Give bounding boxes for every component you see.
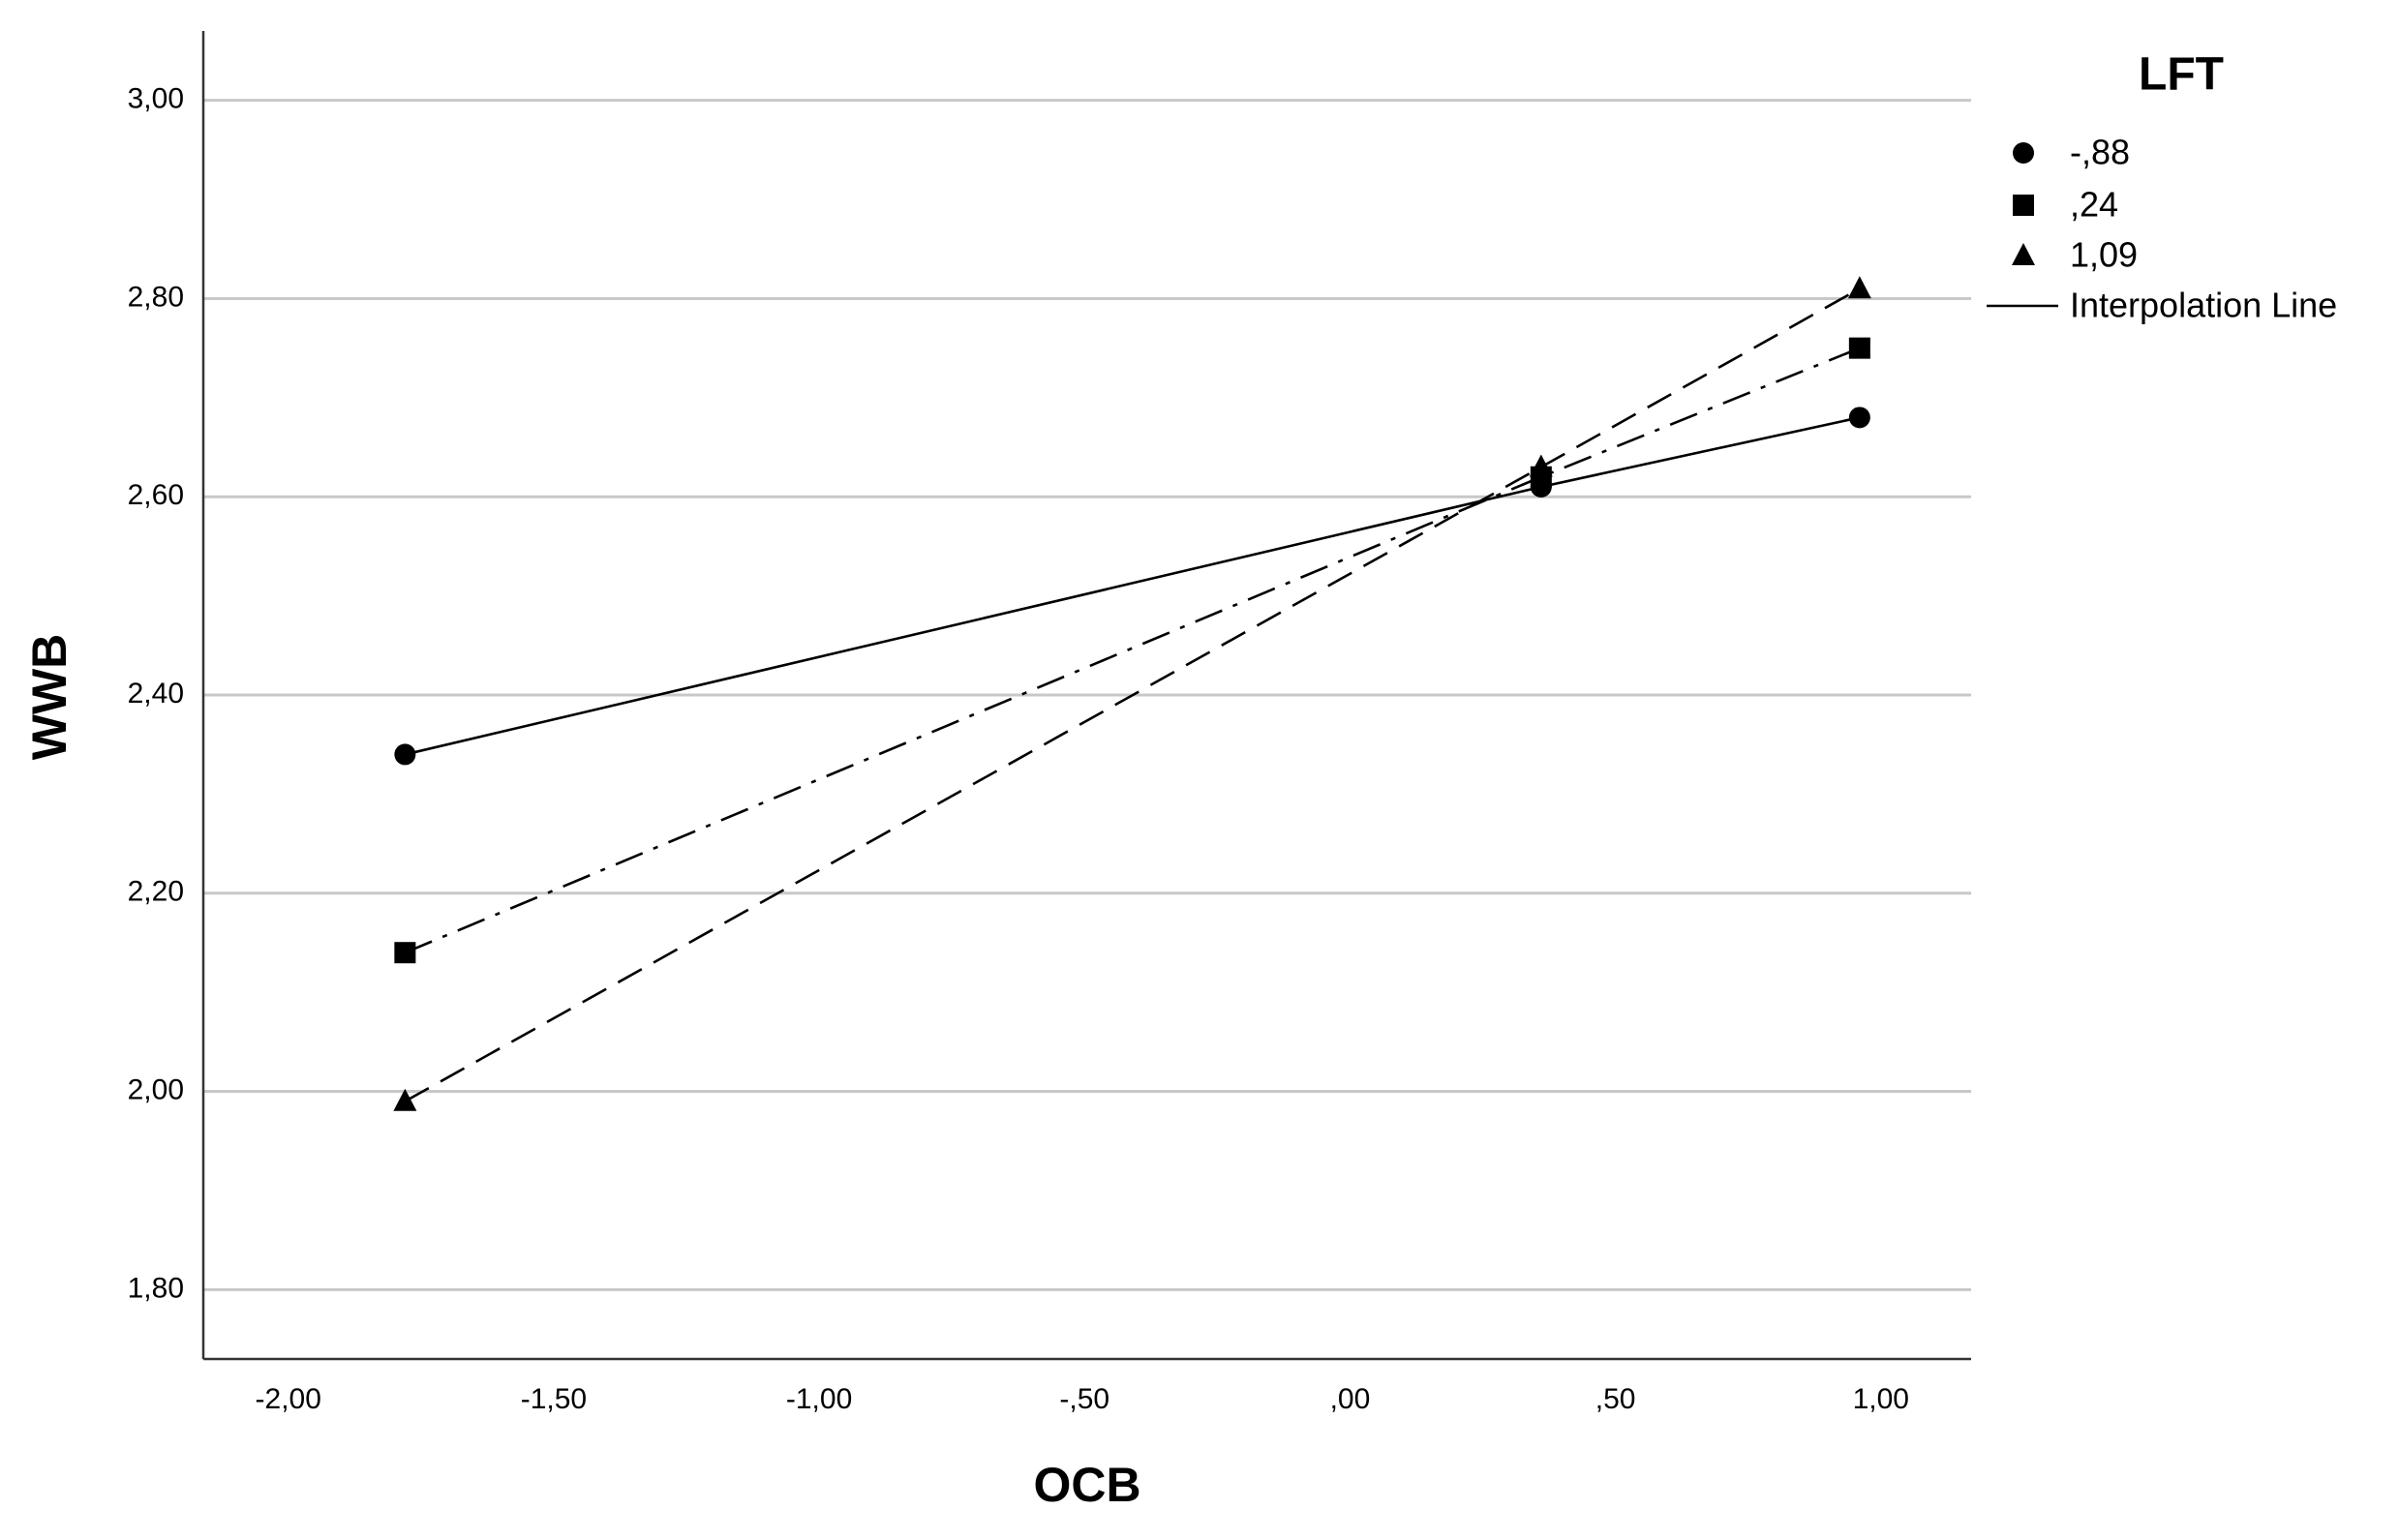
x-tick-label: ,50: [1595, 1383, 1636, 1415]
data-point: [393, 1088, 417, 1111]
y-axis-title: WWB: [22, 634, 76, 761]
series-line: [404, 347, 1861, 954]
series-line: [405, 416, 1861, 756]
y-tick-label: 3,00: [128, 83, 184, 115]
y-tick-label: 2,00: [128, 1073, 184, 1105]
data-point: [1529, 454, 1553, 477]
y-tick-label: 2,60: [128, 479, 184, 511]
y-tick-label: 2,80: [128, 281, 184, 313]
legend-label: ,24: [2070, 185, 2118, 225]
legend-label: 1,09: [2070, 235, 2138, 275]
x-tick-label: -,50: [1059, 1383, 1109, 1415]
legend-marker: [2012, 243, 2035, 265]
data-point: [1847, 276, 1871, 299]
y-tick-label: 1,80: [128, 1272, 184, 1304]
x-axis-title: OCB: [1033, 1458, 1140, 1512]
x-tick-label: -1,50: [521, 1383, 587, 1415]
legend-label: Interpolation Line: [2070, 286, 2337, 325]
legend-title: LFT: [2139, 49, 2224, 101]
x-tick-label: -1,00: [786, 1383, 852, 1415]
data-point: [394, 743, 416, 766]
x-tick-label: ,00: [1330, 1383, 1371, 1415]
data-point: [1848, 407, 1870, 429]
legend-marker: [2013, 142, 2034, 164]
data-point: [1848, 337, 1870, 359]
legend-marker: [2013, 195, 2034, 216]
x-tick-label: -2,00: [256, 1383, 321, 1415]
data-point: [394, 942, 416, 964]
legend-label: -,88: [2070, 133, 2130, 172]
x-tick-label: 1,00: [1853, 1383, 1909, 1415]
y-tick-label: 2,40: [128, 678, 184, 710]
y-tick-label: 2,20: [128, 876, 184, 908]
